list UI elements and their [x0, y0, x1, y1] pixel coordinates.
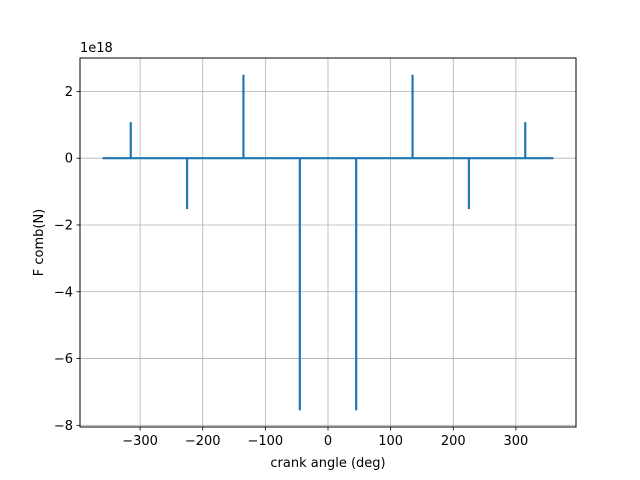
y-tick-label: −2: [54, 218, 73, 233]
x-tick-label: 100: [378, 434, 403, 449]
y-axis-ticks: −8 −6 −4 −2 0 2: [54, 85, 80, 434]
series-line: [102, 74, 554, 411]
x-tick-label: −200: [185, 434, 221, 449]
series-group: [102, 74, 554, 411]
x-tick-label: −100: [248, 434, 284, 449]
x-tick-label: −300: [122, 434, 158, 449]
x-tick-label: 200: [441, 434, 466, 449]
y-axis-title: F comb(N): [32, 209, 47, 277]
y-tick-label: 0: [65, 152, 73, 167]
x-axis-ticks: −300 −200 −100 0 100 200 300: [122, 427, 528, 449]
y-tick-label: −8: [54, 419, 73, 434]
y-tick-label: 2: [65, 85, 73, 100]
y-tick-label: −4: [54, 285, 73, 300]
x-tick-label: 300: [503, 434, 528, 449]
x-grid: [139, 58, 517, 427]
x-axis-title: crank angle (deg): [270, 456, 385, 471]
x-tick-label: 0: [324, 434, 332, 449]
y-offset-label: 1e18: [80, 41, 113, 56]
y-tick-label: −6: [54, 352, 73, 367]
